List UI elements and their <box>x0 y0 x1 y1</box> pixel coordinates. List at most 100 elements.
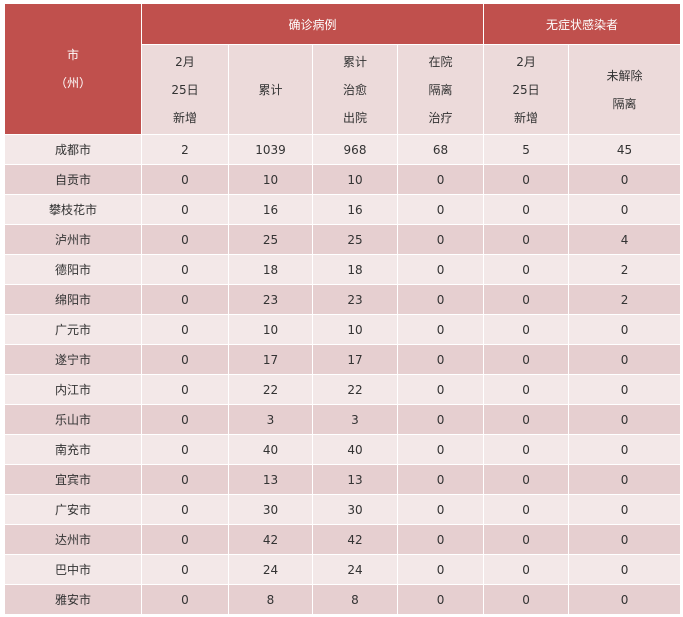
city-name: 乐山市 <box>4 404 142 435</box>
table-cell: 0 <box>568 164 682 195</box>
header-line: 累计 <box>342 54 367 69</box>
header-line: 治愈 <box>342 82 367 97</box>
table-cell: 0 <box>483 224 570 255</box>
table-cell: 17 <box>228 344 313 375</box>
table-cell: 0 <box>141 284 229 315</box>
table-row: 攀枝花市 0 16 16 0 0 0 <box>4 194 682 225</box>
table-cell: 0 <box>396 344 485 375</box>
table-cell: 17 <box>312 344 398 375</box>
city-name: 遂宁市 <box>4 344 142 375</box>
table-cell: 0 <box>141 494 229 525</box>
table-cell: 13 <box>312 464 398 495</box>
table-cell: 0 <box>483 554 570 585</box>
table-cell: 25 <box>228 224 313 255</box>
table-cell: 0 <box>141 554 229 585</box>
table-cell: 0 <box>568 524 682 555</box>
table-cell: 0 <box>141 194 229 225</box>
table-cell: 42 <box>228 524 313 555</box>
table-cell: 16 <box>312 194 398 225</box>
column-header: 在院 隔离 治疗 <box>396 44 485 135</box>
table-cell: 3 <box>228 404 313 435</box>
table-cell: 16 <box>228 194 313 225</box>
city-name: 绵阳市 <box>4 284 142 315</box>
table-cell: 0 <box>483 404 570 435</box>
header-line: 市 <box>66 48 79 62</box>
table-cell: 0 <box>141 404 229 435</box>
header-line: 累计 <box>258 82 283 97</box>
table-cell: 0 <box>396 524 485 555</box>
data-table: 市 （州） 确诊病例 无症状感染者 2月 25日 新增 累计 累计 治愈 出院 在院 隔离 治疗 2… <box>4 3 682 615</box>
region-header: 市 （州） <box>4 3 142 135</box>
header-line: 未解除 <box>606 68 643 83</box>
table-cell: 68 <box>396 134 485 165</box>
city-name: 广安市 <box>4 494 142 525</box>
column-header: 累计 <box>228 44 313 135</box>
table-row: 宜宾市 0 13 13 0 0 0 <box>4 464 682 495</box>
table-cell: 0 <box>483 524 570 555</box>
city-name: 攀枝花市 <box>4 194 142 225</box>
city-name: 巴中市 <box>4 554 142 585</box>
table-row: 内江市 0 22 22 0 0 0 <box>4 374 682 405</box>
table-row: 遂宁市 0 17 17 0 0 0 <box>4 344 682 375</box>
table-cell: 23 <box>228 284 313 315</box>
table-cell: 0 <box>396 194 485 225</box>
table-cell: 40 <box>312 434 398 465</box>
header-line: 新增 <box>514 110 539 125</box>
table-cell: 30 <box>228 494 313 525</box>
city-name: 自贡市 <box>4 164 142 195</box>
header-line: 2月 <box>516 54 536 69</box>
table-cell: 0 <box>141 374 229 405</box>
table-cell: 0 <box>141 434 229 465</box>
table-cell: 0 <box>396 224 485 255</box>
table-cell: 42 <box>312 524 398 555</box>
city-name: 内江市 <box>4 374 142 405</box>
table-cell: 0 <box>141 164 229 195</box>
table-row: 德阳市 0 18 18 0 0 2 <box>4 254 682 285</box>
city-name: 南充市 <box>4 434 142 465</box>
table-row: 达州市 0 42 42 0 0 0 <box>4 524 682 555</box>
table-cell: 2 <box>568 254 682 285</box>
header-line: （州） <box>54 76 91 90</box>
header-line: 25日 <box>512 82 540 97</box>
column-header: 未解除 隔离 <box>568 44 682 135</box>
table-cell: 1039 <box>228 134 313 165</box>
table-row: 广元市 0 10 10 0 0 0 <box>4 314 682 345</box>
table-cell: 0 <box>483 254 570 285</box>
header-line: 2月 <box>175 54 195 69</box>
table-cell: 5 <box>483 134 570 165</box>
table-cell: 3 <box>312 404 398 435</box>
table-cell: 0 <box>396 494 485 525</box>
city-name: 达州市 <box>4 524 142 555</box>
city-name: 泸州市 <box>4 224 142 255</box>
table-row: 乐山市 0 3 3 0 0 0 <box>4 404 682 435</box>
table-cell: 0 <box>568 434 682 465</box>
table-cell: 2 <box>568 284 682 315</box>
table-cell: 0 <box>568 584 682 615</box>
table-cell: 22 <box>228 374 313 405</box>
table-cell: 0 <box>396 434 485 465</box>
table-cell: 10 <box>312 164 398 195</box>
table-cell: 18 <box>312 254 398 285</box>
table-cell: 0 <box>483 494 570 525</box>
table-cell: 0 <box>568 494 682 525</box>
table-cell: 0 <box>396 314 485 345</box>
table-cell: 0 <box>483 314 570 345</box>
header-line: 在院 <box>428 54 453 69</box>
table-cell: 0 <box>396 164 485 195</box>
table-cell: 0 <box>141 524 229 555</box>
header-line: 新增 <box>172 110 197 125</box>
table-row: 广安市 0 30 30 0 0 0 <box>4 494 682 525</box>
table-cell: 0 <box>568 464 682 495</box>
table-cell: 0 <box>483 164 570 195</box>
table-cell: 0 <box>568 554 682 585</box>
table-cell: 0 <box>483 344 570 375</box>
column-header: 累计 治愈 出院 <box>312 44 398 135</box>
table-cell: 10 <box>228 314 313 345</box>
table-row: 自贡市 0 10 10 0 0 0 <box>4 164 682 195</box>
city-name: 宜宾市 <box>4 464 142 495</box>
table-cell: 0 <box>141 314 229 345</box>
table-cell: 0 <box>396 554 485 585</box>
column-header: 2月 25日 新增 <box>141 44 229 135</box>
table-cell: 0 <box>141 224 229 255</box>
